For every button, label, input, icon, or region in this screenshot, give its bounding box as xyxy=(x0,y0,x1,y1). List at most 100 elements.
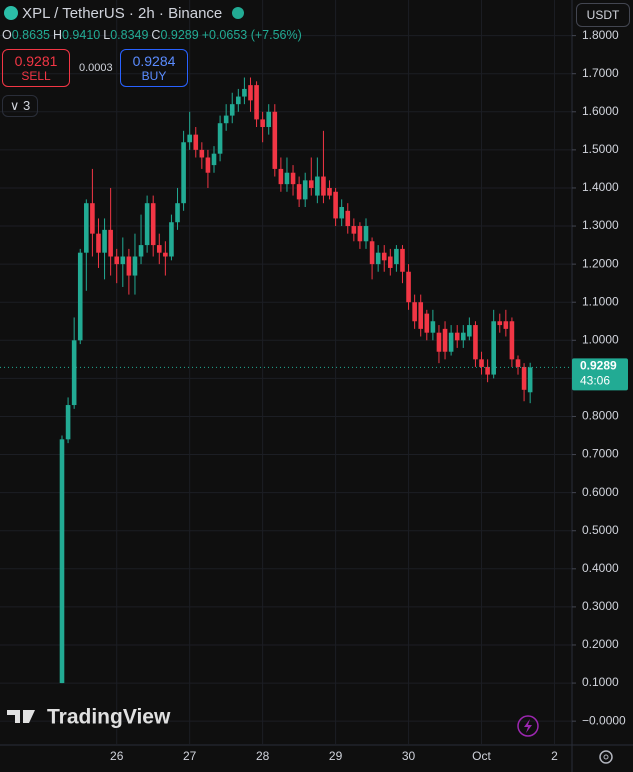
candle-body xyxy=(260,119,265,128)
candle-body xyxy=(485,366,490,375)
candle-body xyxy=(375,252,381,265)
candles xyxy=(59,77,533,684)
candle-body xyxy=(90,203,95,234)
candle-body xyxy=(308,180,314,188)
indicators-toggle[interactable]: ∨ 3 xyxy=(2,95,38,117)
y-tick-label: 1.8000 xyxy=(582,28,619,42)
candle-body xyxy=(163,252,168,257)
candle-body xyxy=(460,332,466,341)
candle-body xyxy=(345,210,351,227)
candle-body xyxy=(442,328,448,352)
y-tick-label: 0.3000 xyxy=(582,599,619,613)
candle-body xyxy=(430,321,436,333)
ohlc-key: H xyxy=(52,28,62,42)
y-tick-label: 0.5000 xyxy=(582,523,619,537)
y-tick-label: 1.0000 xyxy=(582,332,619,346)
candle-body xyxy=(150,203,156,246)
change: +0.0653 (+7.56%) xyxy=(201,28,302,42)
x-tick-label: Oct xyxy=(472,749,491,763)
candle-body xyxy=(144,203,150,246)
candle-body xyxy=(108,229,113,257)
buy-button[interactable]: 0.9284 BUY xyxy=(120,49,188,87)
y-tick-label: 1.6000 xyxy=(582,104,619,118)
candle-body xyxy=(527,367,533,393)
indicator-count: 3 xyxy=(22,98,31,113)
candle-body xyxy=(424,313,430,333)
candle-body xyxy=(321,176,326,196)
y-tick-label: 0.1000 xyxy=(582,675,619,689)
candle-body xyxy=(278,168,284,185)
ohlc-value: 0.9410 xyxy=(62,28,101,42)
candle-body xyxy=(71,340,77,406)
candle-body xyxy=(412,302,417,322)
x-tick-label: 29 xyxy=(329,749,343,763)
candle-body xyxy=(205,157,211,173)
ohlc-row: O0.8635 H0.9410 L0.8349 C0.9289 +0.0653 (+7.… xyxy=(2,28,302,42)
sell-label: SELL xyxy=(21,69,51,83)
y-tick-label: 1.4000 xyxy=(582,180,619,194)
header-symbol-row: XPL / TetherUS · 2h · Binance xyxy=(4,5,245,22)
y-tick-label: 0.4000 xyxy=(582,561,619,575)
y-tick-label: 1.3000 xyxy=(582,218,619,232)
candle-body xyxy=(169,222,174,257)
candle-body xyxy=(296,184,302,200)
candle-body xyxy=(302,180,308,200)
price-tag-countdown: 43:06 xyxy=(580,374,610,388)
y-tick-label: 0.7000 xyxy=(582,447,619,461)
ohlc-key: O xyxy=(2,28,12,42)
candle-body xyxy=(211,153,217,166)
y-tick-label: 1.2000 xyxy=(582,256,619,270)
candle-body xyxy=(193,134,199,150)
x-tick-label: 27 xyxy=(183,749,197,763)
lightning-icon[interactable] xyxy=(517,715,539,737)
symbol: XPL / TetherUS · 2h · Binance xyxy=(22,5,223,22)
candle-body xyxy=(515,359,521,367)
candle-body xyxy=(229,104,235,116)
y-tick-label: −0.0000 xyxy=(582,713,626,727)
candle-body xyxy=(217,123,223,154)
candle-body xyxy=(284,172,290,185)
tv-logo xyxy=(7,710,35,723)
candle-body xyxy=(454,332,460,341)
candle-body xyxy=(333,191,338,219)
candle-body xyxy=(199,149,205,158)
y-tick-label: 0.6000 xyxy=(582,485,619,499)
candle-body xyxy=(418,302,424,329)
x-tick-label: 30 xyxy=(402,749,416,763)
market-status xyxy=(232,7,245,19)
candle-body xyxy=(65,405,71,440)
candle-body xyxy=(114,256,120,265)
candle-body xyxy=(102,229,107,253)
candle-body xyxy=(138,245,144,257)
candle-body xyxy=(96,233,101,253)
currency-button[interactable]: USDT xyxy=(576,3,630,27)
x-tick-label: 28 xyxy=(256,749,270,763)
candle-body xyxy=(473,325,478,360)
sell-button[interactable]: 0.9281 SELL xyxy=(2,49,70,87)
ohlc-key: L xyxy=(103,28,111,42)
y-tick-label: 1.7000 xyxy=(582,66,619,80)
candle-body xyxy=(266,111,272,128)
candle-body xyxy=(242,88,247,97)
candle-body xyxy=(126,256,132,276)
y-tick-label: 1.1000 xyxy=(582,294,619,308)
candle-body xyxy=(491,321,496,375)
spread: 0.0003 xyxy=(79,62,113,74)
candle-body xyxy=(315,176,320,196)
candle-body xyxy=(339,207,344,219)
candle-body xyxy=(187,134,192,143)
candle-body xyxy=(254,85,259,120)
candle-body xyxy=(521,366,527,390)
settings-icon[interactable] xyxy=(599,750,613,764)
y-tick-label: 0.2000 xyxy=(582,637,619,651)
candle-body xyxy=(388,256,393,268)
candle-body xyxy=(175,203,180,223)
candle-body xyxy=(181,142,186,204)
candle-body xyxy=(59,439,65,684)
candle-body xyxy=(327,187,332,196)
candle-body xyxy=(156,245,162,253)
watermark: TradingView xyxy=(47,706,171,729)
ohlc-value: 0.9289 xyxy=(160,28,199,42)
